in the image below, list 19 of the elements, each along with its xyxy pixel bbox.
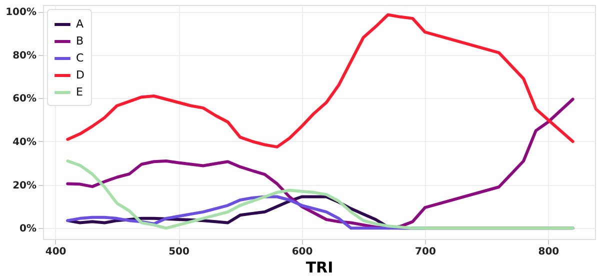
y-tick-label: 20% bbox=[12, 180, 36, 192]
x-tick-label: 600 bbox=[292, 246, 313, 258]
y-tick-label: 80% bbox=[12, 50, 36, 62]
x-tick-label: 400 bbox=[45, 246, 66, 258]
legend-label: E bbox=[76, 86, 83, 98]
line-series bbox=[66, 13, 574, 148]
legend-label: D bbox=[76, 68, 84, 82]
line-series bbox=[66, 160, 574, 230]
legend-label: B bbox=[76, 34, 84, 48]
x-tick-label: 700 bbox=[415, 246, 436, 258]
x-axis-title: TRI bbox=[306, 258, 334, 276]
legend-label: A bbox=[76, 18, 84, 30]
y-tick-label: 100% bbox=[6, 7, 36, 18]
y-tick-label: 60% bbox=[12, 94, 36, 105]
x-tick-label: 800 bbox=[538, 246, 560, 258]
x-tick-label: 500 bbox=[168, 246, 190, 258]
y-tick-label: 0% bbox=[20, 224, 36, 235]
y-tick-label: 40% bbox=[12, 137, 36, 148]
legend-label: C bbox=[76, 52, 84, 64]
